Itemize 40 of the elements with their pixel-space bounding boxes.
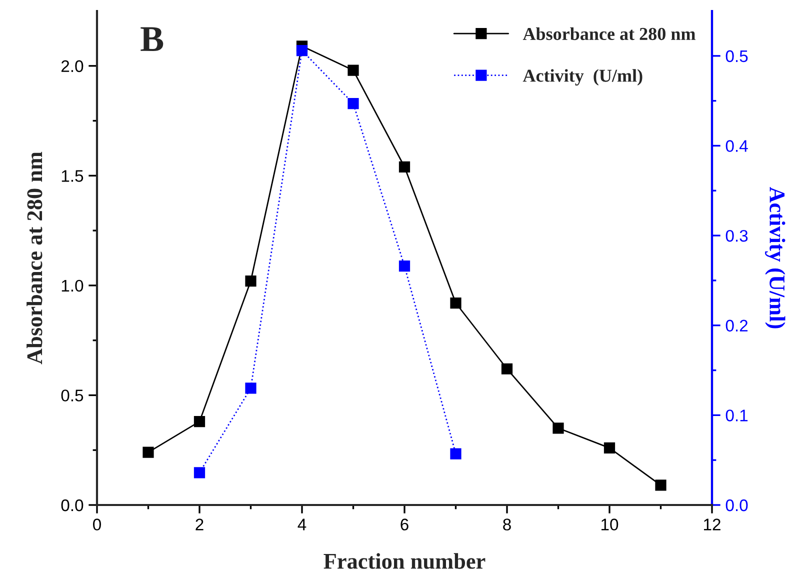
point xyxy=(348,98,359,110)
point xyxy=(655,480,666,491)
x-tick-label: 4 xyxy=(298,518,306,530)
y2-tick-label: 0.2 xyxy=(726,320,748,332)
x-tick-label: 12 xyxy=(704,518,720,530)
y2-tick-label: 0.4 xyxy=(726,140,748,152)
point xyxy=(450,297,462,309)
point xyxy=(348,64,359,76)
point xyxy=(296,44,308,56)
x-tick-label: 10 xyxy=(602,518,618,530)
point xyxy=(398,161,410,172)
y2-tick-label: 0.3 xyxy=(726,230,748,242)
legend-label: Absorbance at 280 nm xyxy=(522,27,696,40)
y-tick-label: 1.0 xyxy=(62,280,84,292)
point xyxy=(552,422,564,434)
y-tick-label: 2.0 xyxy=(61,60,84,72)
point xyxy=(604,442,616,454)
y-tick-label: 0.5 xyxy=(61,390,84,402)
point xyxy=(142,446,154,458)
x-tick-label: 0 xyxy=(93,518,101,530)
y2-tick-label: 0.0 xyxy=(726,499,748,512)
point xyxy=(245,382,256,394)
x-tick-label: 8 xyxy=(503,518,511,530)
point xyxy=(501,363,513,374)
y-tick-label: 0.0 xyxy=(61,499,84,512)
legend-label: Activity (U/ml) xyxy=(522,69,642,86)
point xyxy=(194,467,206,478)
y-axis-title: Absorbance at 280 nm xyxy=(26,152,42,364)
point xyxy=(245,275,256,287)
x-tick-label: 2 xyxy=(196,518,204,530)
point xyxy=(398,260,410,272)
x-tick-label: 6 xyxy=(400,518,408,530)
point xyxy=(450,448,462,460)
chart-title: B xyxy=(140,27,164,51)
y2-tick-label: 0.5 xyxy=(726,50,748,62)
point xyxy=(194,416,206,428)
y2-tick-label: 0.1 xyxy=(726,410,748,422)
y2-axis-title: Activity (U/ml) xyxy=(765,186,786,328)
x-axis-title: Fraction number xyxy=(324,553,486,569)
y-tick-label: 1.5 xyxy=(62,170,84,182)
